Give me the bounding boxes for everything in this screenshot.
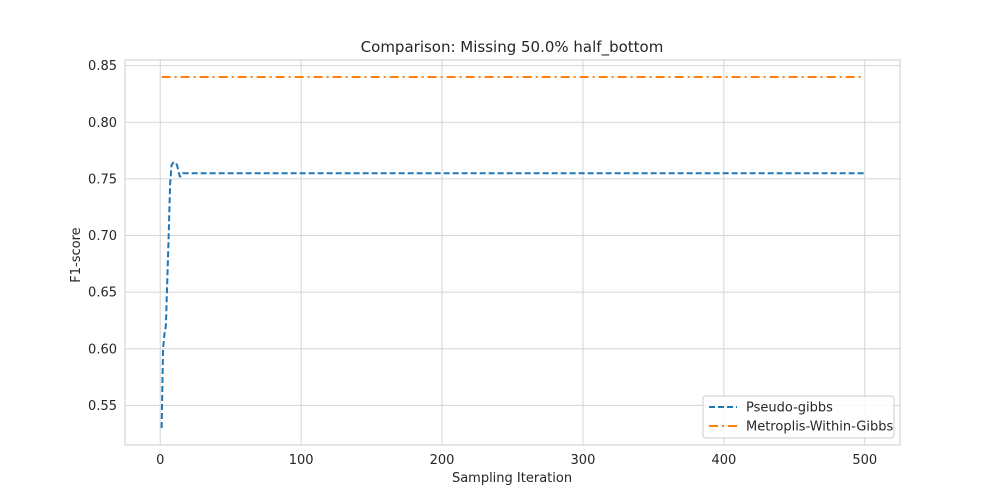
chart-title: Comparison: Missing 50.0% half_bottom bbox=[361, 38, 664, 57]
x-tick-label: 200 bbox=[430, 453, 455, 468]
y-tick-label: 0.60 bbox=[88, 342, 117, 357]
legend-label: Metroplis-Within-Gibbs bbox=[746, 420, 893, 435]
legend-label: Pseudo-gibbs bbox=[746, 401, 833, 416]
y-tick-label: 0.55 bbox=[88, 399, 117, 414]
y-tick-label: 0.75 bbox=[88, 172, 117, 187]
legend-box bbox=[702, 395, 895, 439]
x-tick-label: 300 bbox=[571, 453, 596, 468]
y-axis-label: F1-score bbox=[69, 227, 84, 282]
legend: Pseudo-gibbs Metroplis-Within-Gibbs bbox=[702, 395, 895, 439]
x-axis-label: Sampling Iteration bbox=[452, 471, 572, 486]
series-line bbox=[160, 160, 865, 429]
x-tick-label: 100 bbox=[289, 453, 314, 468]
y-tick-label: 0.70 bbox=[88, 229, 117, 244]
plot-frame bbox=[124, 59, 901, 446]
x-tick-label: 400 bbox=[711, 453, 736, 468]
x-tick-label: 500 bbox=[852, 453, 877, 468]
x-tick-label: 0 bbox=[156, 453, 164, 468]
y-tick-label: 0.65 bbox=[88, 286, 117, 301]
y-tick-label: 0.85 bbox=[88, 59, 117, 74]
y-tick-label: 0.80 bbox=[88, 116, 117, 131]
grid-lines bbox=[125, 60, 900, 445]
